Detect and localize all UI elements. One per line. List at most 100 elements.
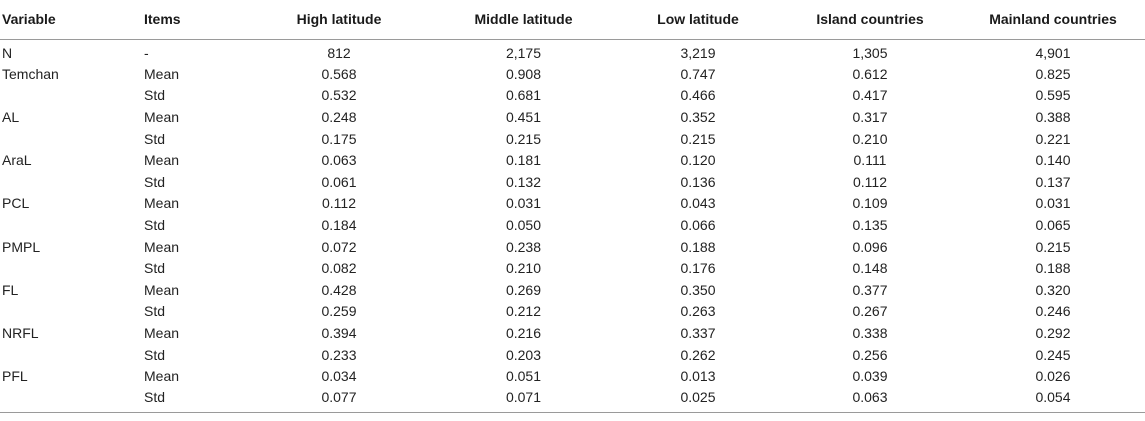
cell-low-latitude: 3,219 [680,44,716,61]
cell-high-latitude: 0.061 [321,173,357,190]
cell-middle-latitude: 0.212 [505,303,542,320]
cell-mainland-countries: 0.245 [1035,346,1071,363]
table-row: Std 0.077 0.071 0.025 0.063 0.054 [0,387,1145,413]
cell-middle-latitude: 0.210 [505,260,542,277]
cell-island-countries: 0.210 [852,130,888,147]
table-row: FL Mean 0.428 0.269 0.350 0.377 0.320 [0,279,1145,301]
table-row: AraL Mean 0.063 0.181 0.120 0.111 0.140 [0,150,1145,172]
table-row: PMPL Mean 0.072 0.238 0.188 0.096 0.215 [0,236,1145,258]
table-row: Std 0.184 0.050 0.066 0.135 0.065 [0,215,1145,237]
cell-high-latitude: 0.063 [321,152,357,169]
cell-mainland-countries: 0.388 [1035,108,1071,125]
cell-mainland-countries: 0.065 [1035,216,1071,233]
header-island-countries: Island countries [779,0,961,40]
cell-middle-latitude: 0.238 [505,238,542,255]
cell-items: - [144,44,149,61]
cell-variable [0,171,138,193]
cell-variable: PFL [2,368,28,385]
cell-items: Mean [144,65,180,82]
cell-mainland-countries: 0.215 [1035,238,1071,255]
cell-island-countries: 0.109 [852,195,888,212]
cell-mainland-countries: 0.140 [1035,152,1071,169]
header-middle-latitude: Middle latitude [430,0,617,40]
cell-middle-latitude: 0.181 [505,152,542,169]
cell-high-latitude: 0.077 [321,389,357,406]
cell-items: Std [144,173,166,190]
cell-mainland-countries: 0.292 [1035,324,1071,341]
cell-mainland-countries: 0.221 [1035,130,1071,147]
header-variable: Variable [0,0,138,40]
cell-middle-latitude: 0.269 [505,281,542,298]
cell-low-latitude: 0.176 [680,260,716,277]
cell-island-countries: 0.317 [852,108,888,125]
cell-middle-latitude: 0.203 [505,346,542,363]
cell-items: Std [144,303,166,320]
cell-items: Mean [144,324,180,341]
cell-variable: AraL [2,152,32,169]
cell-island-countries: 0.096 [852,238,888,255]
cell-mainland-countries: 0.188 [1035,260,1071,277]
cell-low-latitude: 0.043 [680,195,716,212]
cell-variable [0,85,138,107]
cell-mainland-countries: 4,901 [1035,44,1071,61]
cell-high-latitude: 0.184 [321,216,357,233]
cell-mainland-countries: 0.054 [1035,389,1071,406]
cell-high-latitude: 0.112 [322,195,356,212]
cell-items: Mean [144,108,180,125]
cell-items: Mean [144,152,180,169]
cell-middle-latitude: 0.051 [505,368,542,385]
table-row: N - 812 2,175 3,219 1,305 4,901 [0,39,1145,64]
cell-mainland-countries: 0.595 [1035,87,1071,104]
cell-island-countries: 0.256 [852,346,888,363]
cell-mainland-countries: 0.246 [1035,303,1071,320]
cell-low-latitude: 0.747 [680,65,716,82]
table-row: Std 0.175 0.215 0.215 0.210 0.221 [0,128,1145,150]
cell-middle-latitude: 0.031 [505,195,542,212]
cell-island-countries: 0.135 [852,216,888,233]
cell-island-countries: 0.148 [852,260,888,277]
cell-low-latitude: 0.120 [680,152,716,169]
cell-high-latitude: 0.233 [321,346,357,363]
cell-items: Mean [144,281,180,298]
cell-low-latitude: 0.188 [680,238,716,255]
cell-low-latitude: 0.263 [680,303,716,320]
cell-variable: FL [2,281,19,298]
cell-mainland-countries: 0.031 [1035,195,1071,212]
cell-items: Std [144,130,166,147]
cell-low-latitude: 0.337 [680,324,716,341]
cell-high-latitude: 0.175 [321,130,357,147]
cell-variable: AL [2,108,20,125]
cell-high-latitude: 0.428 [321,281,357,298]
cell-island-countries: 0.377 [852,281,888,298]
cell-high-latitude: 0.082 [321,260,357,277]
cell-items: Std [144,87,166,104]
header-low-latitude: Low latitude [617,0,779,40]
cell-island-countries: 0.267 [852,303,888,320]
cell-island-countries: 0.111 [853,152,887,169]
cell-island-countries: 0.338 [852,324,888,341]
header-high-latitude: High latitude [248,0,430,40]
cell-island-countries: 1,305 [852,44,888,61]
cell-middle-latitude: 0.215 [505,130,542,147]
cell-mainland-countries: 0.137 [1035,173,1071,190]
cell-mainland-countries: 0.320 [1035,281,1071,298]
cell-high-latitude: 0.072 [321,238,357,255]
table-row: PFL Mean 0.034 0.051 0.013 0.039 0.026 [0,366,1145,388]
table-row: NRFL Mean 0.394 0.216 0.337 0.338 0.292 [0,323,1145,345]
cell-high-latitude: 0.248 [321,108,357,125]
cell-low-latitude: 0.215 [680,130,716,147]
cell-variable [0,344,138,366]
table-row: AL Mean 0.248 0.451 0.352 0.317 0.388 [0,107,1145,129]
header-row: Variable Items High latitude Middle lati… [0,0,1145,40]
table-row: Std 0.233 0.203 0.262 0.256 0.245 [0,344,1145,366]
cell-low-latitude: 0.262 [680,346,716,363]
table-row: Std 0.061 0.132 0.136 0.112 0.137 [0,171,1145,193]
header-mainland-countries: Mainland countries [961,0,1145,40]
cell-island-countries: 0.039 [852,368,888,385]
cell-variable: Temchan [2,65,59,82]
cell-middle-latitude: 0.050 [505,216,542,233]
cell-low-latitude: 0.025 [680,389,716,406]
table-row: PCL Mean 0.112 0.031 0.043 0.109 0.031 [0,193,1145,215]
cell-island-countries: 0.417 [852,87,888,104]
